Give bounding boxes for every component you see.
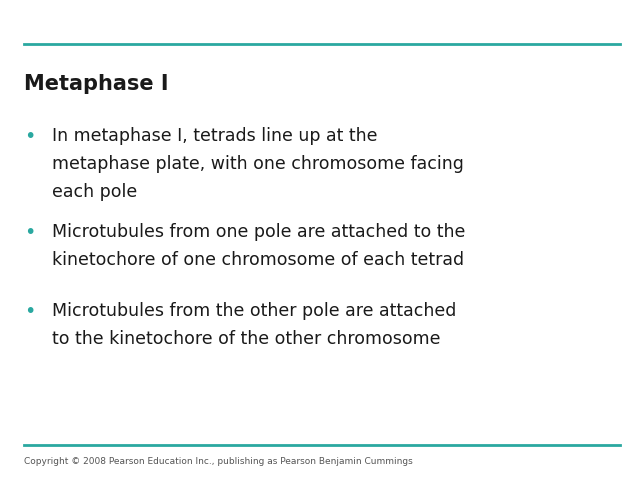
Text: Microtubules from the other pole are attached: Microtubules from the other pole are att…: [52, 302, 457, 321]
Text: •: •: [24, 223, 36, 242]
Text: •: •: [24, 302, 36, 322]
Text: metaphase plate, with one chromosome facing: metaphase plate, with one chromosome fac…: [52, 155, 465, 173]
Text: to the kinetochore of the other chromosome: to the kinetochore of the other chromoso…: [52, 330, 441, 348]
Text: Microtubules from one pole are attached to the: Microtubules from one pole are attached …: [52, 223, 466, 241]
Text: kinetochore of one chromosome of each tetrad: kinetochore of one chromosome of each te…: [52, 251, 465, 269]
Text: In metaphase I, tetrads line up at the: In metaphase I, tetrads line up at the: [52, 127, 378, 145]
Text: each pole: each pole: [52, 183, 138, 201]
Text: Metaphase I: Metaphase I: [24, 74, 169, 95]
Text: •: •: [24, 127, 36, 146]
Text: Copyright © 2008 Pearson Education Inc., publishing as Pearson Benjamin Cummings: Copyright © 2008 Pearson Education Inc.,…: [24, 456, 413, 466]
